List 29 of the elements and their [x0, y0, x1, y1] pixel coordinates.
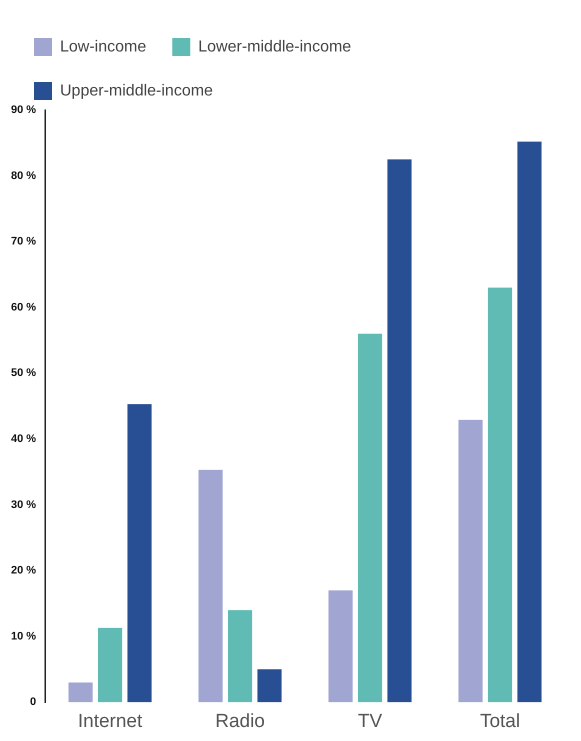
bar	[127, 404, 152, 702]
y-tick-label: 80 %	[10, 170, 36, 182]
x-tick-label: TV	[358, 710, 382, 732]
y-tick-label: 40 %	[10, 433, 36, 446]
y-tick-label: 60 %	[10, 301, 36, 314]
legend-label: Lower-middle-income	[198, 38, 352, 56]
y-tick-label: 10 %	[10, 630, 36, 642]
y-tick-label: 70 %	[10, 236, 36, 248]
y-tick-label: 50 %	[10, 367, 36, 380]
bar	[328, 590, 353, 702]
x-tick-label: Radio	[215, 710, 265, 732]
legend-label: Upper-middle-income	[60, 82, 214, 100]
bar	[198, 470, 223, 702]
bar	[358, 334, 382, 702]
y-tick-label: 90 %	[10, 104, 36, 116]
bar	[98, 628, 122, 702]
x-tick-label: Total	[480, 710, 520, 732]
legend-label: Low-income	[60, 38, 146, 56]
y-tick-label: 0	[30, 696, 36, 708]
bar	[387, 159, 412, 702]
bar	[458, 420, 483, 702]
bar	[228, 610, 252, 702]
bar	[257, 669, 282, 702]
bar	[517, 142, 542, 702]
x-tick-label: Internet	[78, 710, 143, 732]
y-tick-label: 20 %	[10, 564, 36, 577]
bar	[68, 682, 93, 702]
y-tick-label: 30 %	[10, 498, 36, 511]
bar	[488, 288, 512, 702]
